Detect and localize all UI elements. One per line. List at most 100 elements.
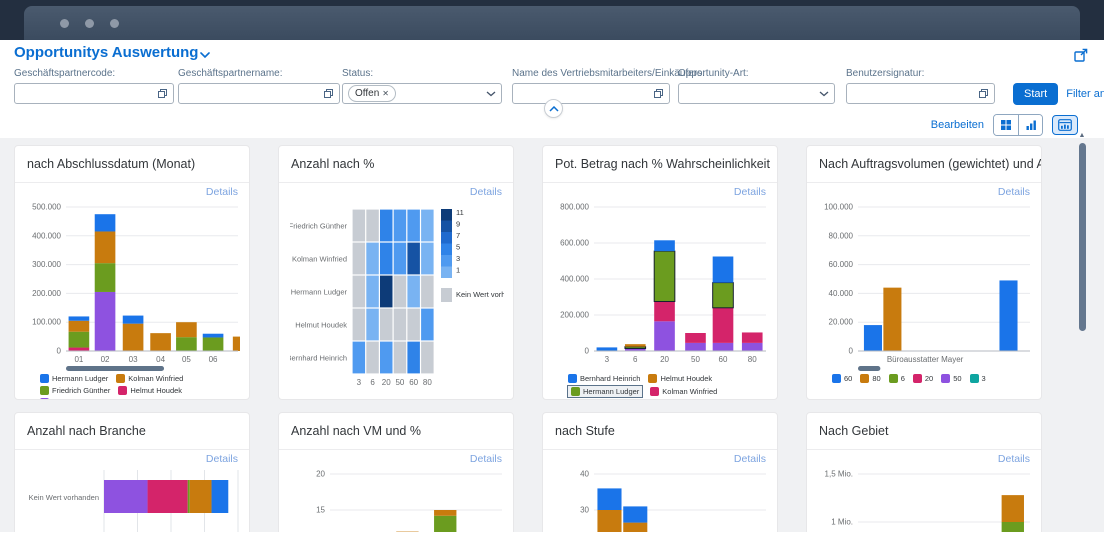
filter-select-opportunity-art[interactable] <box>678 83 835 104</box>
legend-item[interactable]: Helmut Houdek <box>648 374 712 383</box>
legend-item[interactable]: 50 <box>941 374 962 383</box>
details-link[interactable]: Details <box>205 186 238 198</box>
chevron-down-icon[interactable] <box>486 91 496 97</box>
svg-text:Kolman Winfried: Kolman Winfried <box>292 255 347 264</box>
view-chart-button[interactable] <box>1018 115 1042 135</box>
svg-text:20: 20 <box>660 355 669 364</box>
legend-swatch <box>571 387 580 396</box>
details-link[interactable]: Details <box>205 453 238 465</box>
svg-text:3: 3 <box>456 254 460 263</box>
filter-input-vertriebsmitarbeiter[interactable] <box>512 83 670 104</box>
legend-swatch <box>568 374 577 383</box>
legend-item[interactable]: 20 <box>912 374 933 383</box>
card-title: Nach Auftragsvolumen (gewichtet) und Abs… <box>807 146 1041 183</box>
svg-text:Büroausstatter Mayer: Büroausstatter Mayer <box>887 355 964 364</box>
chart-plot[interactable]: 403020100 <box>554 468 768 532</box>
legend-item[interactable]: 6 <box>888 374 905 383</box>
collapse-filter-button[interactable] <box>544 99 563 118</box>
chart-legend: Hermann Ludger Kolman Winfried Friedrich G… <box>26 372 238 399</box>
adapt-filters-link[interactable]: Filter anpassen <box>1066 88 1104 100</box>
details-link[interactable]: Details <box>469 186 502 198</box>
svg-text:Kein Wert vorhanden: Kein Wert vorhanden <box>29 493 99 502</box>
svg-text:1: 1 <box>456 266 460 275</box>
legend-item[interactable]: 80 <box>860 374 881 383</box>
filter-input-geschaeftspartnercode[interactable] <box>14 83 174 104</box>
open-external-icon[interactable] <box>1074 48 1088 62</box>
svg-text:15: 15 <box>316 506 325 515</box>
chart-plot[interactable]: 20151050 <box>290 468 504 532</box>
scroll-up-arrow[interactable]: ▲ <box>1078 132 1086 139</box>
svg-text:01: 01 <box>74 355 83 364</box>
legend-item[interactable]: Hermann Ludger <box>40 374 108 383</box>
bar-chart-icon <box>1026 120 1036 130</box>
view-table-button[interactable] <box>994 115 1018 135</box>
details-link[interactable]: Details <box>733 186 766 198</box>
card-body: Details 1,5 Mio.1 Mio.0,5 Mio.0 <box>807 450 1041 532</box>
chart-plot[interactable]: 0 100.000 200.000 300.000 400.000 500.000 01 02… <box>26 201 240 372</box>
filter-label: Geschäftspartnername: <box>178 68 283 79</box>
details-link[interactable]: Details <box>733 453 766 465</box>
value-help-icon[interactable] <box>323 88 334 99</box>
filter-input-benutzersignatur[interactable] <box>846 83 995 104</box>
filter-select-status[interactable]: Offen ✕ <box>342 83 502 104</box>
token-remove-icon[interactable]: ✕ <box>382 89 389 98</box>
legend-item[interactable]: 3 <box>969 374 986 383</box>
start-button[interactable]: Start <box>1013 83 1059 105</box>
svg-text:600.000: 600.000 <box>560 239 589 248</box>
legend-swatch <box>650 387 660 396</box>
filter-label: Geschäftspartnercode: <box>14 68 116 79</box>
edit-link[interactable]: Bearbeiten <box>930 119 984 131</box>
legend-swatch <box>941 374 951 383</box>
svg-text:400.000: 400.000 <box>560 275 589 284</box>
legend-swatch <box>969 374 979 383</box>
legend-item[interactable]: Helmut Houdek <box>118 386 182 395</box>
filter-label: Benutzersignatur: <box>846 68 925 79</box>
legend-label: 6 <box>900 374 905 383</box>
vertical-scrollbar[interactable]: ▲ <box>1077 132 1087 532</box>
legend-item[interactable]: Bernhard Heinrich <box>568 374 640 383</box>
legend-item[interactable]: 60 <box>832 374 852 383</box>
svg-text:80: 80 <box>748 355 757 364</box>
chart-card: Anzahl nach Branche Details Kein Wert vorh… <box>14 412 250 532</box>
details-link[interactable]: Details <box>469 453 502 465</box>
card-body: Details 403020100 <box>543 450 777 532</box>
chevron-up-icon <box>548 105 559 112</box>
svg-text:100.000: 100.000 <box>824 203 853 212</box>
window-dot <box>60 18 69 28</box>
chart-plot[interactable]: Friedrich Günther Kolman Winfried Hermann … <box>290 201 504 393</box>
value-help-icon[interactable] <box>157 88 168 99</box>
svg-text:500.000: 500.000 <box>32 203 61 212</box>
chart-plot[interactable]: 1,5 Mio.1 Mio.0,5 Mio.0 <box>818 468 1032 532</box>
title-chevron-down-icon[interactable] <box>200 52 210 59</box>
legend-item[interactable]: Friedrich Günther <box>40 386 110 395</box>
details-link[interactable]: Details <box>997 186 1030 198</box>
chart-plot[interactable]: 0 200.000 400.000 600.000 800.000 3 6 20 50 60 80 <box>554 201 768 372</box>
svg-text:Bernhard Heinrich: Bernhard Heinrich <box>290 354 347 363</box>
legend-label: Helmut Houdek <box>660 374 713 383</box>
card-body: Details Friedrich Günther Kolman Winfried H… <box>279 183 513 393</box>
scrollbar-thumb[interactable] <box>1078 143 1086 331</box>
svg-text:Hermann Ludger: Hermann Ludger <box>291 288 348 297</box>
legend-item[interactable]: Kolman Winfried <box>116 374 183 383</box>
chart-plot[interactable]: Kein Wert vorhanden <box>26 468 240 532</box>
legend-item[interactable]: Kolman Winfried <box>650 386 717 397</box>
view-dashboard-button[interactable] <box>1052 115 1078 135</box>
card-title: Anzahl nach VM und % <box>279 413 513 450</box>
value-help-icon[interactable] <box>978 88 989 99</box>
dashboard-area: nach Abschlussdatum (Monat) Details 0 100.0… <box>0 138 1104 532</box>
svg-text:80: 80 <box>423 378 432 387</box>
view-switch-group <box>993 114 1043 136</box>
legend-item[interactable]: Hermann Ludger <box>566 385 644 398</box>
filter-input-geschaeftspartnername[interactable] <box>178 83 340 104</box>
details-link[interactable]: Details <box>997 453 1030 465</box>
chart-legend: 60 80 6 20 50 3 <box>818 372 1030 383</box>
legend-swatch <box>648 374 658 383</box>
legend-item[interactable]: Bernhard Heinrich <box>40 398 112 399</box>
chevron-down-icon[interactable] <box>819 91 829 97</box>
chart-plot[interactable]: 0 20.000 40.000 60.000 80.000 100.000 Büroauss… <box>818 201 1032 372</box>
legend-label: Kolman Winfried <box>662 387 718 396</box>
svg-text:Kein Wert vorhanden: Kein Wert vorhanden <box>456 290 504 299</box>
value-help-icon[interactable] <box>653 88 664 99</box>
svg-text:7: 7 <box>456 231 460 240</box>
